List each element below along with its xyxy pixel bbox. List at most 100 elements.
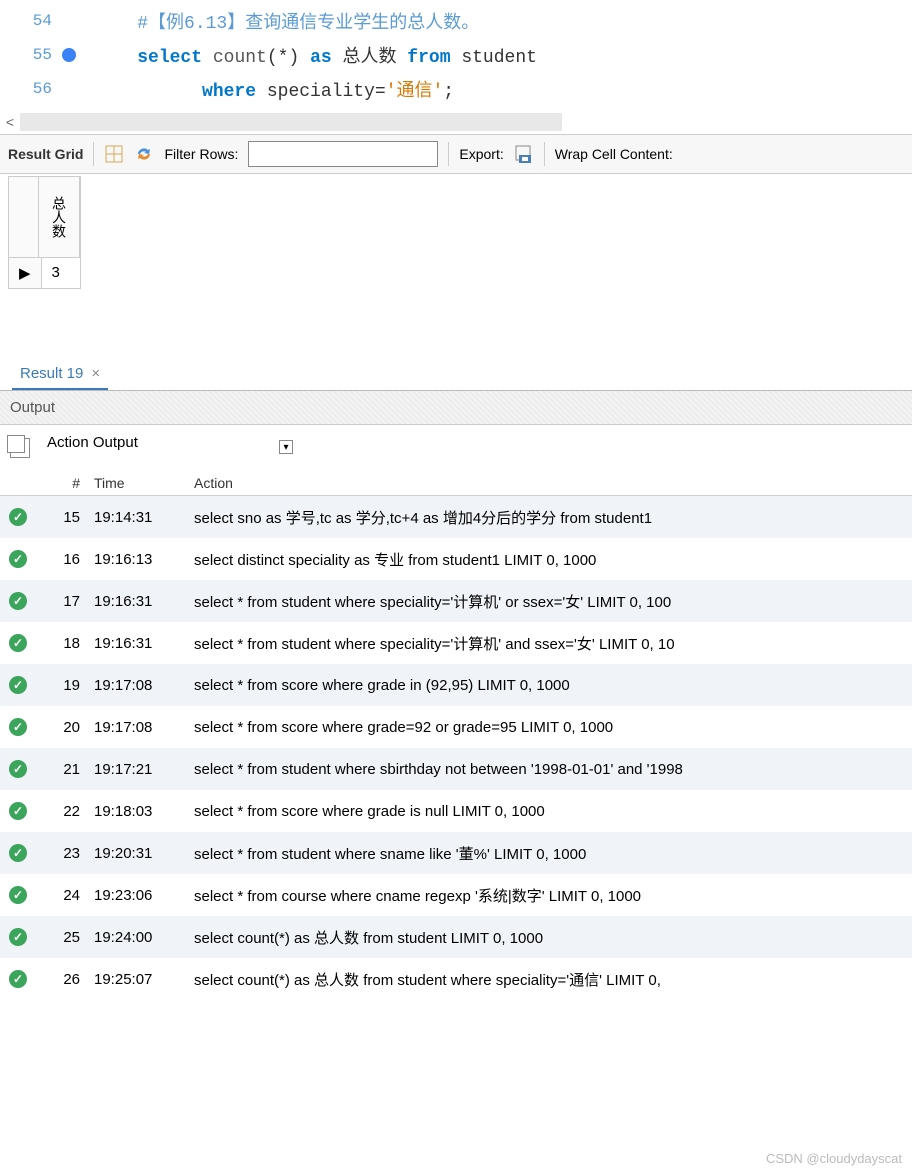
close-icon[interactable]: × [91, 365, 100, 382]
result-tab[interactable]: Result 19 × [12, 359, 108, 390]
code-line[interactable]: 56 where speciality='通信'; [0, 72, 912, 106]
output-select-value: Action Output [47, 434, 138, 451]
row-num: 17 [36, 593, 94, 610]
row-action: select * from student where speciality='… [194, 633, 912, 654]
code-text[interactable]: select count(*) as 总人数 from student [94, 42, 537, 68]
status-ok-icon: ✓ [9, 760, 27, 778]
output-row[interactable]: ✓ 1819:16:31select * from student where s… [0, 622, 912, 664]
output-row[interactable]: ✓1719:16:31select * from student where s… [0, 580, 912, 622]
refresh-icon[interactable] [134, 144, 154, 164]
cell-value[interactable]: 3 [42, 258, 70, 288]
row-action: select * from score where grade in (92,9… [194, 677, 912, 694]
filter-rows-label: Filter Rows: [164, 146, 238, 162]
line-number: 55 [0, 46, 70, 64]
row-action: select sno as 学号,tc as 学分,tc+4 as 增加4分后的… [194, 507, 912, 528]
output-row[interactable]: ✓1619:16:13select distinct speciality as… [0, 538, 912, 580]
row-action: select distinct speciality as 专业 from st… [194, 549, 912, 570]
output-row[interactable]: ✓ 2419:23:06select * from course where cn… [0, 874, 912, 916]
row-num: 23 [36, 845, 94, 862]
row-num: 24 [36, 887, 94, 904]
breakpoint-icon[interactable] [62, 48, 76, 62]
row-num: 16 [36, 551, 94, 568]
output-selector-row: Action Output ▾ [0, 425, 912, 471]
status-ok-icon: ✓ [9, 634, 27, 652]
row-time: 19:17:21 [94, 761, 194, 778]
col-action-header: Action [194, 475, 912, 491]
hscroll[interactable]: < [0, 110, 912, 134]
result-grid: 总人数 ▶ 3 [8, 176, 81, 289]
output-row[interactable]: ✓2019:17:08select * from score where gra… [0, 706, 912, 748]
output-row[interactable]: ✓ 2519:24:00select count(*) as 总人数 from s… [0, 916, 912, 958]
row-time: 19:25:07 [94, 971, 194, 988]
row-marker: ▶ [9, 258, 42, 288]
output-row[interactable]: ✓ 2619:25:07select count(*) as 总人数 from s… [0, 958, 912, 1000]
output-row[interactable]: ✓ 1519:14:31select sno as 学号,tc as 学分,tc+… [0, 496, 912, 538]
result-tab-bar: Result 19 × [0, 359, 912, 391]
row-time: 19:14:31 [94, 509, 194, 526]
code-line[interactable]: 55 select count(*) as 总人数 from student [0, 38, 912, 72]
output-row[interactable]: ✓1919:17:08select * from score where gra… [0, 664, 912, 706]
table-row[interactable]: ▶ 3 [9, 258, 80, 288]
grid-view-icon[interactable] [104, 144, 124, 164]
line-number: 56 [0, 80, 70, 98]
row-num: 18 [36, 635, 94, 652]
export-label: Export: [459, 146, 503, 162]
sql-editor[interactable]: 54 #【例6.13】查询通信专业学生的总人数。55 select count(… [0, 0, 912, 110]
status-ok-icon: ✓ [9, 802, 27, 820]
code-line[interactable]: 54 #【例6.13】查询通信专业学生的总人数。 [0, 4, 912, 38]
row-action: select * from student where speciality='… [194, 591, 912, 612]
row-action: select * from student where sbirthday no… [194, 761, 912, 778]
scroll-track[interactable] [20, 113, 562, 131]
breakpoint-icon[interactable] [62, 14, 76, 28]
output-row[interactable]: ✓ 2219:18:03select * from score where gra… [0, 790, 912, 832]
output-type-select[interactable]: Action Output ▾ [40, 433, 300, 463]
output-panel-header: Output [0, 391, 912, 425]
code-text[interactable]: where speciality='通信'; [94, 76, 454, 102]
status-ok-icon: ✓ [9, 508, 27, 526]
chevron-down-icon: ▾ [279, 440, 293, 454]
column-header[interactable]: 总人数 [39, 177, 80, 257]
status-ok-icon: ✓ [9, 928, 27, 946]
row-num: 26 [36, 971, 94, 988]
status-ok-icon: ✓ [9, 970, 27, 988]
col-time-header: Time [94, 475, 194, 491]
row-time: 19:23:06 [94, 887, 194, 904]
line-number: 54 [0, 12, 70, 30]
row-num: 22 [36, 803, 94, 820]
row-time: 19:16:31 [94, 593, 194, 610]
row-action: select * from score where grade=92 or gr… [194, 719, 912, 736]
output-row[interactable]: ✓2319:20:31select * from student where s… [0, 832, 912, 874]
status-ok-icon: ✓ [9, 676, 27, 694]
output-table: # Time Action ✓ 1519:14:31select sno as 学… [0, 471, 912, 1000]
status-ok-icon: ✓ [9, 886, 27, 904]
separator [544, 142, 545, 166]
output-stack-icon[interactable] [10, 438, 30, 458]
scroll-left-icon[interactable]: < [0, 114, 20, 130]
watermark: CSDN @cloudydayscat [766, 1151, 902, 1166]
col-num-header: # [36, 475, 94, 491]
row-action: select * from student where sname like '… [194, 843, 912, 864]
row-time: 19:24:00 [94, 929, 194, 946]
row-action: select * from course where cname regexp … [194, 885, 912, 906]
row-time: 19:18:03 [94, 803, 194, 820]
output-row[interactable]: ✓ 2119:17:21select * from student where s… [0, 748, 912, 790]
row-num: 15 [36, 509, 94, 526]
row-num: 25 [36, 929, 94, 946]
row-time: 19:17:08 [94, 677, 194, 694]
wrap-cell-label: Wrap Cell Content: [555, 146, 673, 162]
code-text[interactable]: #【例6.13】查询通信专业学生的总人数。 [94, 8, 479, 34]
row-action: select * from score where grade is null … [194, 803, 912, 820]
output-table-header: # Time Action [0, 471, 912, 496]
row-time: 19:16:31 [94, 635, 194, 652]
status-ok-icon: ✓ [9, 718, 27, 736]
row-action: select count(*) as 总人数 from student LIMI… [194, 927, 912, 948]
status-ok-icon: ✓ [9, 844, 27, 862]
breakpoint-icon[interactable] [62, 82, 76, 96]
result-grid-label: Result Grid [8, 146, 83, 162]
status-ok-icon: ✓ [9, 550, 27, 568]
export-icon[interactable] [514, 144, 534, 164]
row-action: select count(*) as 总人数 from student wher… [194, 969, 912, 990]
row-num: 20 [36, 719, 94, 736]
row-num: 21 [36, 761, 94, 778]
filter-rows-input[interactable] [248, 141, 438, 167]
